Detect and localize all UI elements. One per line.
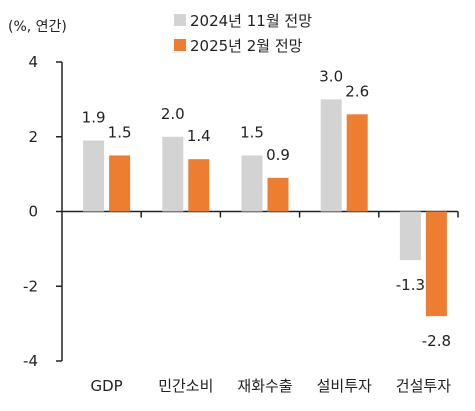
bar-series-2 [267,177,289,212]
data-label: 1.5 [240,123,264,141]
bar-series-1 [83,140,105,212]
data-label: -1.3 [396,276,425,294]
y-tick-label: 4 [28,53,38,71]
data-label: 3.0 [319,67,343,85]
bar-series-2 [346,114,368,212]
bar-series-2 [188,159,210,212]
legend-swatch [174,39,186,51]
bar-series-1 [241,155,263,212]
data-label: 2.6 [345,82,369,100]
y-tick-label: -4 [23,352,38,370]
legend-label: 2024년 11월 전망 [190,12,312,30]
bar-series-1 [399,211,421,261]
data-label: 1.4 [187,127,211,145]
bar-series-2 [109,155,131,212]
bar-series-1 [162,136,184,212]
unit-label: (%, 연간) [8,19,67,35]
x-tick-label: 건설투자 [396,377,451,395]
legend-swatch [174,14,186,26]
legend: 2024년 11월 전망 2025년 2월 전망 [174,12,312,55]
data-label: 1.9 [82,108,106,126]
y-tick-label: 2 [28,128,38,146]
bar-series-1 [320,99,342,212]
x-tick-label: 재화수출 [237,377,292,395]
x-tick-label: 민간소비 [158,377,213,395]
legend-label: 2025년 2월 전망 [190,37,303,55]
x-tick-label: 설비투자 [317,377,372,395]
data-label: -2.8 [422,332,451,350]
y-tick-label: 0 [28,203,38,221]
data-label: 2.0 [161,105,185,123]
data-label: 0.9 [266,146,290,164]
data-label: 1.5 [108,123,132,141]
y-axis: 4 2 0 -2 -4 [23,53,63,370]
x-tick-label: GDP [90,377,122,395]
bars [83,99,447,317]
y-tick-label: -2 [23,277,38,295]
data-labels: 1.9 2.0 1.5 3.0 -1.3 1.5 1.4 0.9 2.6 -2.8 [82,67,451,350]
x-axis: GDP 민간소비 재화수출 설비투자 건설투자 [62,210,459,395]
bar-series-2 [425,211,447,317]
